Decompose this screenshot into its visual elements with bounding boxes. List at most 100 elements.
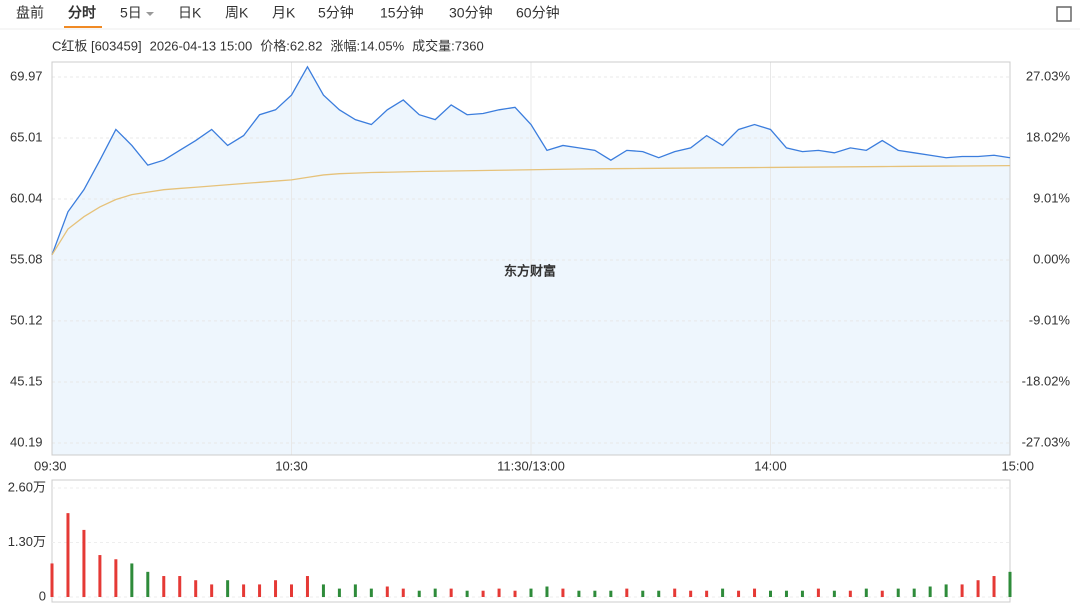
volume-bar: [242, 584, 246, 597]
y2-tick-label: 27.03%: [1026, 68, 1071, 83]
tab[interactable]: 5日: [120, 5, 142, 21]
volume-tick-label: 0: [39, 588, 46, 603]
volume-bar: [274, 580, 278, 597]
info-price-label: 价格:: [260, 38, 290, 53]
volume-bar: [146, 571, 150, 597]
info-price: 62.82: [290, 38, 323, 53]
volume-bar: [721, 588, 725, 597]
y2-tick-label: -9.01%: [1029, 312, 1071, 327]
volume-bar: [449, 588, 453, 597]
tab[interactable]: 日K: [178, 5, 202, 21]
volume-bar: [305, 576, 309, 597]
volume-bar: [800, 590, 804, 597]
volume-bar: [753, 588, 757, 597]
volume-bar: [769, 590, 772, 597]
dropdown-arrow: [146, 12, 154, 16]
volume-bar: [657, 590, 661, 597]
volume-bar: [82, 529, 86, 597]
x-tick-label: 14:00: [754, 458, 787, 473]
average-line: [51, 164, 1011, 256]
y-tick-label: 55.08: [10, 251, 43, 266]
volume-bar: [561, 588, 565, 597]
volume-bar: [194, 580, 198, 597]
volume-bar: [369, 588, 373, 597]
volume-bar: [433, 588, 437, 597]
volume-bar: [66, 513, 70, 597]
volume-bar: [545, 586, 549, 597]
volume-bar: [210, 584, 214, 597]
tab[interactable]: 月K: [272, 5, 296, 21]
y-tick-label: 45.15: [10, 373, 43, 388]
y-tick-label: 60.04: [10, 190, 43, 205]
y2-tick-label: -27.03%: [1022, 434, 1071, 449]
volume-bar: [1008, 571, 1012, 597]
volume-frame: [51, 479, 1011, 603]
y-tick-label: 50.12: [10, 312, 43, 327]
volume-bar: [960, 584, 964, 597]
volume-bar: [385, 586, 389, 597]
tab[interactable]: 分时: [68, 5, 96, 21]
volume-bar: [577, 590, 581, 597]
volume-bar: [50, 563, 54, 597]
tab[interactable]: 5分钟: [318, 5, 354, 21]
tab[interactable]: 60分钟: [516, 5, 560, 21]
volume-bar: [641, 590, 645, 597]
volume-bar: [226, 580, 230, 597]
tab[interactable]: 盘前: [16, 5, 44, 21]
volume-bar: [130, 563, 134, 597]
y2-tick-label: 18.02%: [1026, 129, 1071, 144]
volume-bar: [944, 584, 948, 597]
volume-bar: [114, 559, 118, 597]
y-tick-label: 40.19: [10, 434, 43, 449]
volume-tick-label: 2.60万: [8, 479, 46, 494]
volume-bar: [992, 576, 996, 597]
volume-bar: [816, 588, 820, 597]
volume-bar: [593, 590, 597, 597]
volume-bar: [258, 584, 262, 597]
volume-bar: [784, 590, 788, 597]
volume-bar: [353, 584, 357, 597]
volume-bar: [337, 588, 341, 597]
watermark: 东方财富: [504, 263, 556, 278]
x-tick-label: 15:00: [1001, 458, 1034, 473]
volume-bar: [832, 590, 836, 597]
volume-bar: [513, 590, 517, 597]
plot-frame: [51, 61, 1011, 456]
volume-bar: [912, 588, 916, 597]
tab[interactable]: 15分钟: [380, 5, 424, 21]
volume-bar: [98, 555, 102, 597]
volume-bar: [178, 576, 182, 597]
y2-tick-label: 9.01%: [1033, 190, 1070, 205]
x-tick-label: 09:30: [34, 458, 67, 473]
volume-bar: [689, 590, 693, 597]
info-volume: 7360: [455, 38, 484, 53]
volume-bar: [625, 588, 629, 597]
info-change-label: 涨幅:: [330, 38, 360, 53]
volume-tick-label: 1.30万: [8, 534, 46, 549]
info-change: 14.05%: [360, 38, 405, 53]
volume-bar: [880, 590, 884, 597]
volume-bar: [896, 588, 900, 597]
tab[interactable]: 周K: [225, 5, 249, 21]
volume-bar: [864, 588, 868, 597]
y2-tick-label: -18.02%: [1022, 373, 1071, 388]
volume-bar: [290, 584, 293, 597]
volume-bar: [401, 588, 405, 597]
x-tick-label: 10:30: [275, 458, 308, 473]
info-volume-label: 成交量:: [412, 38, 455, 53]
volume-bar: [481, 590, 485, 597]
price-line: [51, 65, 1011, 256]
volume-bar: [465, 590, 469, 597]
volume-bar: [162, 576, 166, 597]
volume-bar: [321, 584, 325, 597]
volume-bar: [609, 590, 613, 597]
y2-tick-label: 0.00%: [1033, 251, 1070, 266]
fullscreen-button[interactable]: [1056, 6, 1072, 22]
tab[interactable]: 30分钟: [449, 5, 493, 21]
volume-bar: [673, 588, 677, 597]
volume-bar: [497, 588, 501, 597]
y-tick-label: 65.01: [10, 129, 43, 144]
info-datetime: 2026-04-13 15:00: [150, 38, 253, 53]
volume-bar: [737, 590, 741, 597]
